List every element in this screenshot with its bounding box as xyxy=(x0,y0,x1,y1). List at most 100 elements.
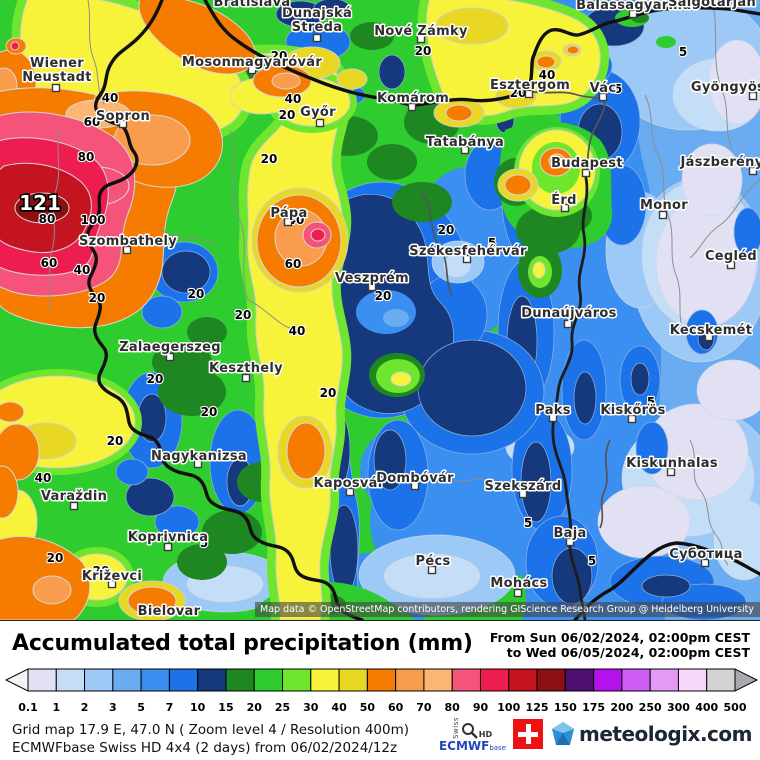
value-label: 5 xyxy=(588,554,596,568)
model-info: ECMWFbase Swiss HD 4x4 (2 days) from 06/… xyxy=(12,740,398,756)
city-label: Križevci xyxy=(82,569,142,584)
value-label: 5 xyxy=(488,236,496,250)
city-label: Zalaegerszeg xyxy=(119,340,221,355)
scale-block xyxy=(168,668,199,692)
meteologix-brand-text: meteologix.com xyxy=(579,722,752,747)
scale-block xyxy=(84,668,114,692)
value-label: 20 xyxy=(107,434,124,448)
value-label: 20 xyxy=(438,223,455,237)
city-marker xyxy=(315,118,325,128)
value-label: 5 xyxy=(524,516,532,530)
scale-block xyxy=(225,668,255,692)
scale-tick-label: 10 xyxy=(190,701,206,714)
city-label: Tatabánya xyxy=(426,135,504,150)
city-marker xyxy=(628,9,638,19)
city-label: Keszthely xyxy=(209,361,283,376)
city-label: Komárom xyxy=(377,91,449,106)
scale-block xyxy=(197,668,227,692)
value-label: 5 xyxy=(614,82,622,96)
city-marker xyxy=(666,467,676,477)
value-label: 20 xyxy=(188,287,205,301)
city-marker xyxy=(658,210,668,220)
scale-block xyxy=(395,668,425,692)
ecmwf-label: ECMWFbase xyxy=(438,738,507,753)
city-marker xyxy=(345,487,355,497)
city-label: Pécs xyxy=(416,554,451,569)
city-marker xyxy=(410,481,420,491)
city-marker xyxy=(69,501,79,511)
scale-block xyxy=(621,668,651,692)
scale-tick-label: 175 xyxy=(582,701,605,714)
city-label: Érd xyxy=(551,192,577,208)
swiss-label: Swiss xyxy=(451,717,460,739)
value-label: 20 xyxy=(235,308,252,322)
value-label: 40 xyxy=(35,471,52,485)
city-label: Varaždin xyxy=(41,489,107,504)
city-marker xyxy=(416,34,426,44)
city-marker xyxy=(165,352,175,362)
map-attribution: Map data © OpenStreetMap contributors, r… xyxy=(255,602,760,617)
scale-tick-label: 150 xyxy=(554,701,577,714)
city-marker xyxy=(51,83,61,93)
city-label: Vác xyxy=(590,81,617,96)
city-marker xyxy=(598,92,608,102)
scale-tick-label: 70 xyxy=(416,701,432,714)
city-marker xyxy=(513,588,523,598)
precipitation-map[interactable]: 40 60 80 121 80 100 60 40 20 20 40 20 20 20 40 20 5 5 40 60… xyxy=(0,0,760,620)
city-marker xyxy=(122,245,132,255)
scale-tick-label: 0.1 xyxy=(18,701,38,714)
city-marker xyxy=(704,332,714,342)
value-label: 20 xyxy=(201,405,218,419)
city-marker xyxy=(581,168,591,178)
scale-tick-label: 15 xyxy=(218,701,233,714)
city-marker xyxy=(163,542,173,552)
scale-tick-label: 5 xyxy=(137,701,145,714)
value-label: 20 xyxy=(93,564,110,578)
scale-tick-label: 400 xyxy=(695,701,718,714)
city-label: Veszprém xyxy=(335,271,409,286)
city-marker xyxy=(748,91,758,101)
legend-panel: Accumulated total precipitation (mm) Fro… xyxy=(0,620,760,760)
value-label: 20 xyxy=(415,44,432,58)
value-label: 5 xyxy=(647,395,655,409)
scale-block xyxy=(677,668,708,692)
value-label: 20 xyxy=(261,152,278,166)
scale-block xyxy=(366,668,397,692)
scale-block xyxy=(310,668,340,692)
value-label: 60 xyxy=(41,256,58,270)
forecast-period: From Sun 06/02/2024, 02:00pm CEST to Wed… xyxy=(490,630,750,660)
value-label: 20 xyxy=(47,551,64,565)
city-marker xyxy=(247,65,257,75)
scale-tick-label: 90 xyxy=(473,701,489,714)
value-label: 40 xyxy=(102,91,119,105)
city-marker xyxy=(627,414,637,424)
value-label: 5 xyxy=(679,45,687,59)
city-label: Paks xyxy=(535,403,571,418)
scale-tick-label: 60 xyxy=(388,701,404,714)
scale-left-arrow xyxy=(4,668,29,692)
page-title: Accumulated total precipitation (mm) xyxy=(12,631,473,656)
value-label: 20 xyxy=(271,49,288,63)
city-label: Mosonmagyaróvár xyxy=(182,55,322,70)
scale-block xyxy=(140,668,170,692)
city-label: Kecskemét xyxy=(670,323,753,338)
city-label: Mohács xyxy=(490,576,547,591)
scale-tick-label: 200 xyxy=(610,701,633,714)
scale-right-arrow xyxy=(734,668,759,692)
meteologix-logo[interactable]: meteologix.com xyxy=(550,721,752,747)
city-label: Székesfehérvár xyxy=(409,244,527,259)
city-label: Esztergom xyxy=(490,78,570,93)
scale-tick-label: 7 xyxy=(166,701,174,714)
value-label: 80 xyxy=(39,212,56,226)
city-marker xyxy=(524,89,534,99)
city-label: Gyöngyös xyxy=(691,80,760,95)
city-marker xyxy=(748,166,758,176)
city-marker xyxy=(118,119,128,129)
scale-block xyxy=(564,668,595,692)
value-label: 20 xyxy=(279,108,296,122)
scale-block xyxy=(508,668,538,692)
date-from: From Sun 06/02/2024, 02:00pm CEST xyxy=(489,630,750,645)
city-label: Salgótarján xyxy=(668,0,756,10)
scale-block xyxy=(593,668,623,692)
hd-label: HD xyxy=(478,729,493,739)
